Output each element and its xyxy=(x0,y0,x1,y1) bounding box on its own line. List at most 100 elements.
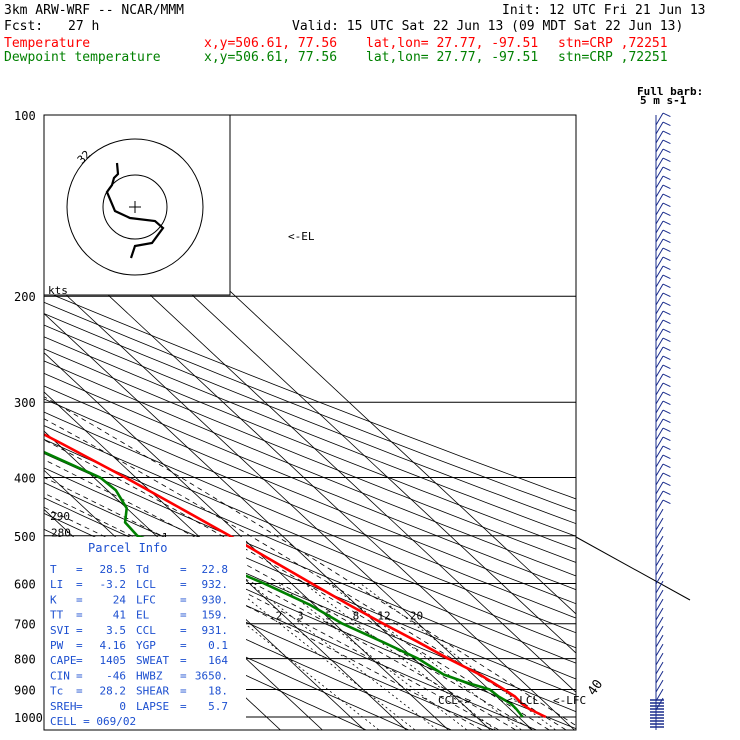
wind-barb xyxy=(655,553,664,567)
wind-barb-flag xyxy=(662,373,671,379)
isotherm-label: 40 xyxy=(585,677,606,698)
wind-barb-flag xyxy=(662,292,671,298)
temperature-xy: x,y=506.61, 77.56 xyxy=(204,36,338,51)
wind-barb-flag xyxy=(662,346,671,352)
barb-legend: Full barb: xyxy=(637,85,703,98)
pressure-label: 300 xyxy=(14,396,36,410)
parcel-field-value: 41 xyxy=(113,609,126,622)
parcel-field-name: SHEAR xyxy=(136,685,169,698)
wind-barb xyxy=(655,652,664,666)
mixing-ratio-label: 3 xyxy=(297,610,304,623)
parcel-field-equals: = xyxy=(180,563,187,576)
moist-adiabat-line xyxy=(44,459,533,730)
wind-barb xyxy=(655,373,664,387)
parcel-info-background xyxy=(44,537,246,730)
wind-barb xyxy=(655,400,664,414)
parcel-field-name: T xyxy=(50,563,57,576)
wind-barb-flag xyxy=(662,148,671,154)
wind-barb-flag xyxy=(662,220,671,226)
parcel-field-value: 3650. xyxy=(195,669,228,682)
wind-barb xyxy=(655,589,664,603)
parcel-field-equals: = xyxy=(76,654,83,667)
parcel-cell: CELL = 069/02 xyxy=(50,715,136,728)
isotherm-line xyxy=(0,87,41,740)
barb-guide-line xyxy=(575,536,691,601)
el-marker: <-EL xyxy=(288,230,315,243)
wind-barb-flag xyxy=(662,328,671,334)
mixing-ratio-line xyxy=(228,583,416,730)
dry-adiabat-line xyxy=(44,453,576,680)
barb-legend-units: 5 m s-1 xyxy=(640,94,687,107)
wind-barb xyxy=(655,238,664,252)
left-theta-label: 290 xyxy=(50,510,70,523)
wind-barb xyxy=(655,364,664,378)
wind-barb xyxy=(655,535,664,549)
dry-adiabat-line xyxy=(44,336,576,550)
parcel-field-name: CIN xyxy=(50,669,70,682)
dry-adiabat-line xyxy=(44,360,576,577)
parcel-field-equals: = xyxy=(180,654,187,667)
wind-barb-flag xyxy=(662,139,671,145)
wind-barb xyxy=(655,337,664,351)
pressure-label: 800 xyxy=(14,653,36,667)
parcel-field-name: HWBZ xyxy=(136,669,163,682)
wind-barb-flag xyxy=(662,121,671,127)
parcel-field-equals: = xyxy=(76,624,83,637)
wind-barb xyxy=(655,220,664,234)
wind-barb-flag xyxy=(662,202,671,208)
valid-time: Valid: 15 UTC Sat 22 Jun 13 (09 MDT Sat … xyxy=(292,19,684,34)
wind-barb xyxy=(655,283,664,297)
forecast-label: Fcst: xyxy=(4,19,44,34)
mixing-ratio-line xyxy=(249,583,438,730)
hodograph: 32 xyxy=(43,114,231,296)
wind-barb-flag xyxy=(662,193,671,199)
dry-adiabat-line xyxy=(44,411,576,634)
parcel-field-name: LFC xyxy=(136,593,156,606)
parcel-field-value: 18. xyxy=(208,685,228,698)
wind-barb xyxy=(655,148,664,162)
sounding-profiles xyxy=(44,432,547,719)
dry-adiabat-line xyxy=(44,301,576,512)
wind-barb xyxy=(655,445,664,459)
wind-barb xyxy=(655,166,664,180)
parcel-field-name: LCL xyxy=(136,578,156,591)
wind-barb xyxy=(655,499,664,513)
wind-barb-flag xyxy=(662,130,671,136)
wind-barb xyxy=(655,517,664,531)
isotherm-line xyxy=(44,234,576,730)
wind-barb-flag xyxy=(662,418,671,424)
wind-barb xyxy=(655,202,664,216)
wind-barb xyxy=(655,634,664,648)
mixing-ratio-line xyxy=(328,583,522,730)
wind-barb xyxy=(655,508,664,522)
dewpoint-xy: x,y=506.61, 77.56 xyxy=(204,50,338,65)
pressure-label: 1000 xyxy=(14,711,43,725)
parcel-field-value: 0.1 xyxy=(208,639,228,652)
wind-barbs xyxy=(575,112,691,730)
wind-barb-flag xyxy=(662,112,671,118)
wind-barb-flag xyxy=(662,175,671,181)
parcel-field-equals: = xyxy=(76,639,83,652)
parcel-field-equals: = xyxy=(76,700,83,713)
parcel-field-value: 28.5 xyxy=(100,563,127,576)
pressure-label: 700 xyxy=(14,618,36,632)
parcel-info-panel: Parcel Info T = 28.5 Td = 22.8 LI = -3.2 LCL = 932. K… xyxy=(44,537,246,730)
wind-barb xyxy=(655,256,664,270)
wind-barb xyxy=(655,175,664,189)
wind-barb-flag xyxy=(662,247,671,253)
parcel-field-name: Tc xyxy=(50,685,63,698)
init-time: Init: 12 UTC Fri 21 Jun 13 xyxy=(502,3,706,18)
parcel-field-equals: = xyxy=(76,609,83,622)
isotherm-line xyxy=(44,313,492,730)
moist-adiabat-line xyxy=(44,476,516,730)
mixing-ratio-label: 2 xyxy=(276,610,283,623)
mixing-ratio-label: 8 xyxy=(353,610,360,623)
wind-barb xyxy=(655,319,664,333)
pressure-label: 100 xyxy=(14,109,36,123)
mixing-ratio-line xyxy=(360,583,556,730)
parcel-field-equals: = xyxy=(180,685,187,698)
parcel-field-value: 3.5 xyxy=(106,624,126,637)
wind-barb-flag xyxy=(662,166,671,172)
dewpoint-legend: Dewpoint temperature xyxy=(4,50,161,65)
